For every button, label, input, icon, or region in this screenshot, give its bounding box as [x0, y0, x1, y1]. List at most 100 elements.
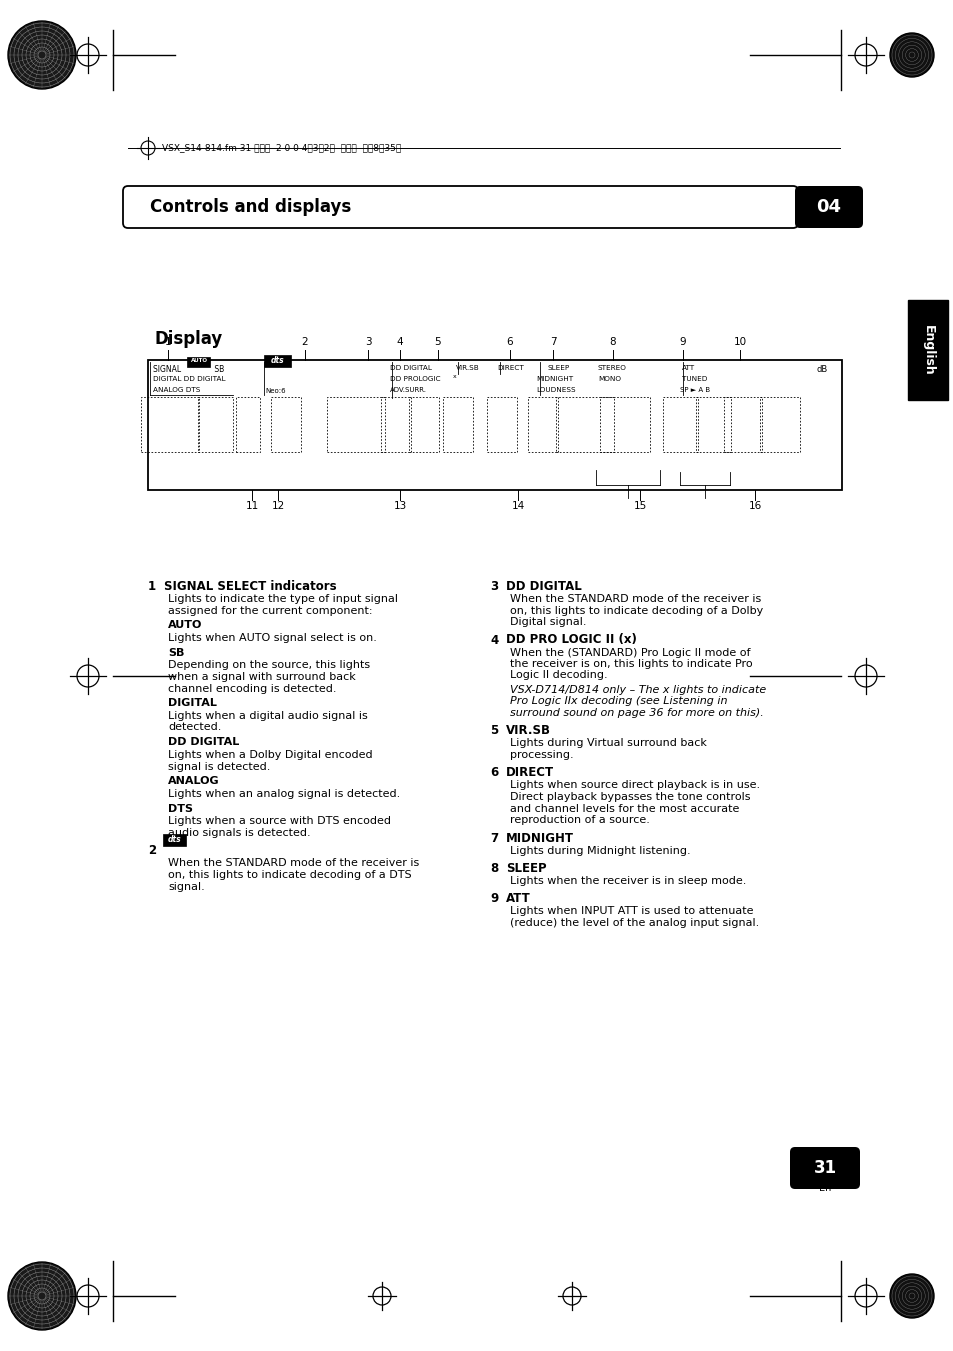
Text: SB: SB — [212, 365, 224, 374]
Text: 4: 4 — [396, 336, 403, 347]
Text: 1: 1 — [148, 580, 156, 593]
Bar — [235, 397, 260, 453]
Text: on, this lights to indicate decoding of a DTS: on, this lights to indicate decoding of … — [168, 870, 411, 880]
Text: TUNED: TUNED — [681, 376, 706, 382]
Text: DIGITAL: DIGITAL — [168, 698, 216, 708]
Text: Lights when an analog signal is detected.: Lights when an analog signal is detected… — [168, 789, 400, 798]
Text: DD PROLOGIC: DD PROLOGIC — [390, 376, 440, 382]
Text: reproduction of a source.: reproduction of a source. — [510, 815, 649, 825]
Text: VSX-D714/D814 only – The x lights to indicate: VSX-D714/D814 only – The x lights to ind… — [510, 685, 765, 694]
Text: 04: 04 — [816, 199, 841, 216]
Text: DIRECT: DIRECT — [505, 766, 554, 780]
Text: Lights during Virtual surround back: Lights during Virtual surround back — [510, 739, 706, 748]
FancyBboxPatch shape — [794, 186, 862, 228]
Text: Lights when AUTO signal select is on.: Lights when AUTO signal select is on. — [168, 634, 376, 643]
Text: VIR.SB: VIR.SB — [456, 365, 479, 372]
Text: AUTO: AUTO — [168, 620, 202, 630]
Bar — [148, 359, 841, 490]
Text: Lights when a Dolby Digital encoded: Lights when a Dolby Digital encoded — [168, 750, 373, 761]
Bar — [696, 397, 730, 453]
FancyBboxPatch shape — [123, 186, 797, 228]
Text: 3: 3 — [364, 336, 371, 347]
Bar — [141, 397, 199, 453]
Text: 7: 7 — [549, 336, 556, 347]
Circle shape — [8, 22, 76, 89]
Text: 11: 11 — [245, 501, 258, 511]
Text: SP ► A B: SP ► A B — [679, 386, 709, 393]
Bar — [442, 397, 473, 453]
Bar — [907, 300, 947, 400]
Bar — [662, 397, 698, 453]
Text: 5: 5 — [490, 724, 497, 738]
Text: DD DIGITAL: DD DIGITAL — [505, 580, 581, 593]
Text: STEREO: STEREO — [598, 365, 626, 372]
Text: 4: 4 — [490, 634, 497, 647]
Text: AUTO: AUTO — [191, 358, 208, 363]
Bar — [760, 397, 800, 453]
Text: Display: Display — [154, 330, 223, 349]
Text: MIDNIGHT: MIDNIGHT — [505, 831, 574, 844]
Text: MONO: MONO — [598, 376, 620, 382]
Text: Lights when a digital audio signal is: Lights when a digital audio signal is — [168, 711, 367, 721]
Bar — [409, 397, 438, 453]
Text: 2: 2 — [301, 336, 308, 347]
Text: SB: SB — [168, 647, 184, 658]
Text: 1: 1 — [165, 336, 172, 347]
Text: Lights when the receiver is in sleep mode.: Lights when the receiver is in sleep mod… — [510, 875, 745, 886]
Text: audio signals is detected.: audio signals is detected. — [168, 828, 311, 838]
Text: 5: 5 — [435, 336, 441, 347]
Text: DIGITAL DD DIGITAL: DIGITAL DD DIGITAL — [152, 376, 225, 382]
Text: when a signal with surround back: when a signal with surround back — [168, 671, 355, 682]
Text: 9: 9 — [679, 336, 685, 347]
Text: x: x — [453, 374, 456, 380]
Text: Depending on the source, this lights: Depending on the source, this lights — [168, 661, 370, 670]
Text: 6: 6 — [490, 766, 497, 780]
FancyBboxPatch shape — [163, 834, 186, 846]
Text: 14: 14 — [511, 501, 524, 511]
Text: assigned for the current component:: assigned for the current component: — [168, 605, 372, 616]
Text: 10: 10 — [733, 336, 746, 347]
Text: ATT: ATT — [681, 365, 695, 372]
Bar — [327, 397, 385, 453]
Text: Logic II decoding.: Logic II decoding. — [510, 670, 607, 681]
Text: 16: 16 — [747, 501, 760, 511]
Text: 9: 9 — [490, 893, 497, 905]
Bar — [723, 397, 761, 453]
Text: LOUDNESS: LOUDNESS — [536, 386, 575, 393]
Text: 15: 15 — [633, 501, 646, 511]
Text: dB: dB — [816, 365, 827, 374]
FancyBboxPatch shape — [188, 357, 211, 366]
Text: processing.: processing. — [510, 750, 573, 761]
Text: on, this lights to indicate decoding of a Dolby: on, this lights to indicate decoding of … — [510, 605, 762, 616]
Text: SLEEP: SLEEP — [505, 862, 546, 875]
Text: Lights when a source with DTS encoded: Lights when a source with DTS encoded — [168, 816, 391, 827]
Text: (reduce) the level of the analog input signal.: (reduce) the level of the analog input s… — [510, 917, 759, 928]
Bar — [198, 397, 233, 453]
Bar — [599, 397, 649, 453]
Bar — [556, 397, 614, 453]
FancyBboxPatch shape — [789, 1147, 859, 1189]
Text: English: English — [921, 324, 934, 376]
Text: ANALOG DTS: ANALOG DTS — [152, 386, 200, 393]
Text: DTS: DTS — [168, 804, 193, 813]
Text: dts: dts — [168, 835, 182, 844]
Text: 31: 31 — [813, 1159, 836, 1177]
Text: and channel levels for the most accurate: and channel levels for the most accurate — [510, 804, 739, 813]
Text: DD DIGITAL: DD DIGITAL — [168, 738, 239, 747]
Text: En: En — [818, 1183, 830, 1193]
Text: Direct playback bypasses the tone controls: Direct playback bypasses the tone contro… — [510, 792, 750, 802]
Text: ATT: ATT — [505, 893, 530, 905]
Text: SLEEP: SLEEP — [547, 365, 570, 372]
Bar — [527, 397, 558, 453]
Bar — [271, 397, 301, 453]
Text: Lights to indicate the type of input signal: Lights to indicate the type of input sig… — [168, 594, 397, 604]
Text: dts: dts — [271, 357, 285, 365]
Text: VSX_S14-814.fm 31 ページ  2 0 0 4年3月2日  火曜日  午後8時35分: VSX_S14-814.fm 31 ページ 2 0 0 4年3月2日 火曜日 午… — [162, 143, 401, 153]
Bar — [486, 397, 517, 453]
Text: the receiver is on, this lights to indicate Pro: the receiver is on, this lights to indic… — [510, 659, 752, 669]
Text: DIRECT: DIRECT — [497, 365, 523, 372]
Text: 12: 12 — [271, 501, 284, 511]
Text: Neo:6: Neo:6 — [265, 388, 285, 394]
Text: 8: 8 — [490, 862, 497, 875]
Text: Controls and displays: Controls and displays — [150, 199, 351, 216]
